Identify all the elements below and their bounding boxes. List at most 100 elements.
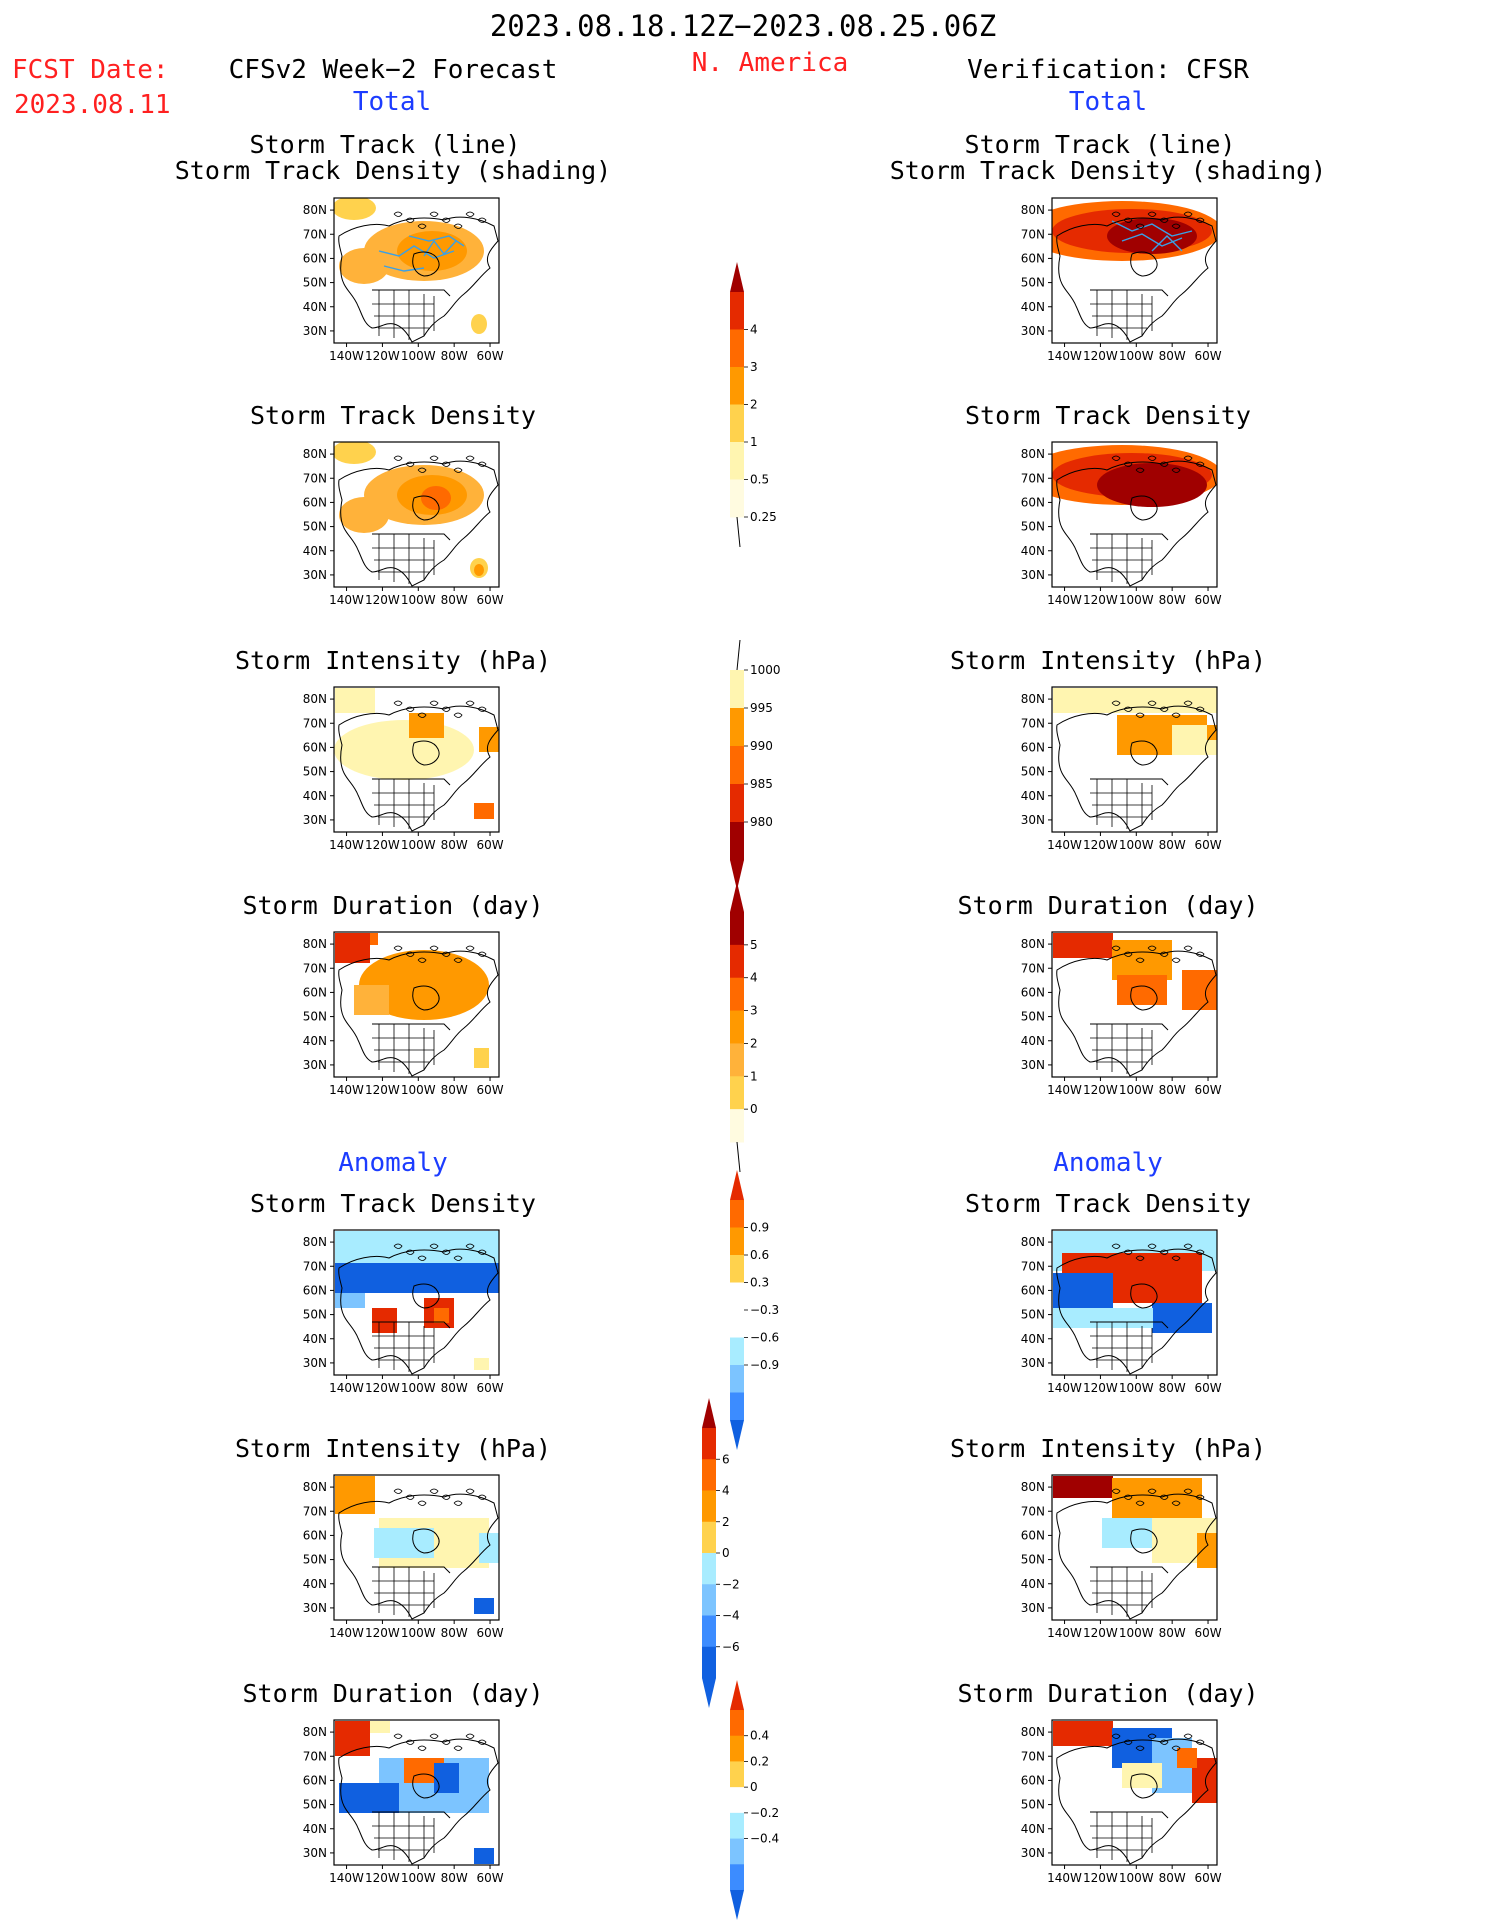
colorbar-label: −0.3 <box>750 1303 779 1317</box>
colorbar-label: 2 <box>750 1036 758 1050</box>
colorbar-label: 985 <box>750 777 773 791</box>
colorbar-duration-anomaly: 0.4 0.2 0 −0.2 −0.4 <box>730 1680 779 1920</box>
colorbar-label: 0.6 <box>750 1248 769 1262</box>
map-frame <box>333 441 500 588</box>
date-range-title: 2023.08.18.12Z−2023.08.25.06Z <box>489 9 997 43</box>
lon-tick-label: 100W <box>401 838 436 852</box>
lat-tick-label: 30N <box>303 324 327 338</box>
lat-tick-label: 70N <box>1021 1504 1045 1518</box>
lat-tick-label: 30N <box>303 1846 327 1860</box>
lat-tick-label: 30N <box>1021 1846 1045 1860</box>
colorbar-tip <box>702 1678 716 1708</box>
lon-tick-label: 100W <box>401 349 436 363</box>
lon-tick-label: 140W <box>329 1381 364 1395</box>
colorbar-segment <box>702 1521 716 1554</box>
shading-cell <box>1117 975 1167 1005</box>
colorbar-segment <box>730 1076 744 1110</box>
lon-tick-label: 140W <box>1047 1626 1082 1640</box>
shading-cell <box>335 1263 499 1293</box>
lon-tick-label: 60W <box>1194 1626 1221 1640</box>
colorbar-label: 995 <box>750 701 773 715</box>
lat-tick-label: 80N <box>1021 937 1045 951</box>
lat-tick-label: 70N <box>1021 1259 1045 1273</box>
shading-cell <box>474 1358 489 1370</box>
lat-tick-label: 40N <box>303 789 327 803</box>
colorbar-segment <box>730 784 744 823</box>
colorbar-segment <box>730 1864 744 1891</box>
lat-tick-label: 60N <box>1021 985 1045 999</box>
lon-tick-label: 100W <box>1119 838 1154 852</box>
lat-tick-label: 80N <box>1021 1235 1045 1249</box>
colorbar-segment <box>730 292 744 330</box>
colorbar-label: 3 <box>750 1004 758 1018</box>
colorbar-segment <box>730 404 744 443</box>
shading-region <box>1107 218 1197 254</box>
lat-tick-label: 50N <box>1021 276 1045 290</box>
lat-tick-label: 50N <box>1021 520 1045 534</box>
right-p6-title: Storm Intensity (hPa) <box>949 1434 1267 1463</box>
shading-cell <box>474 1848 494 1864</box>
colorbar-tip <box>730 1890 744 1920</box>
colorbar-segment <box>730 1392 744 1421</box>
colorbar-segment <box>730 1043 744 1077</box>
shading-cell <box>1102 1518 1152 1548</box>
right-total-label: Total <box>1068 87 1148 117</box>
shading-cell <box>1207 725 1217 740</box>
shading-cell <box>474 1048 489 1068</box>
map-outline <box>338 945 499 1077</box>
colorbar-segment <box>730 442 744 480</box>
lat-tick-label: 40N <box>303 1577 327 1591</box>
lat-tick-label: 50N <box>303 765 327 779</box>
map-outline <box>1056 1488 1217 1620</box>
lat-tick-label: 40N <box>303 1034 327 1048</box>
region-title: N. America <box>691 48 849 78</box>
shading-cell <box>479 727 499 752</box>
colorbar-segment <box>730 912 744 946</box>
lat-tick-label: 80N <box>303 937 327 951</box>
colorbar-label: 1 <box>750 435 758 449</box>
lat-tick-label: 60N <box>1021 495 1045 509</box>
colorbar-segment <box>730 1010 744 1044</box>
lon-tick-label: 120W <box>1083 1871 1118 1885</box>
lon-tick-label: 140W <box>1047 1083 1082 1097</box>
lat-tick-label: 70N <box>1021 716 1045 730</box>
lat-tick-label: 70N <box>1021 227 1045 241</box>
colorbar-label: 980 <box>750 815 773 829</box>
lat-tick-label: 40N <box>1021 1332 1045 1346</box>
lat-tick-label: 40N <box>1021 544 1045 558</box>
colorbar-label: 4 <box>750 323 758 337</box>
lat-tick-label: 60N <box>303 251 327 265</box>
lat-tick-label: 80N <box>303 692 327 706</box>
lon-tick-label: 140W <box>329 838 364 852</box>
lat-tick-label: 50N <box>303 1553 327 1567</box>
right-p2-title: Storm Track Density <box>965 401 1251 430</box>
colorbar-segment <box>730 1710 744 1737</box>
shading-cell <box>335 688 375 713</box>
map-frame <box>1051 441 1218 588</box>
lat-tick-label: 60N <box>1021 1528 1045 1542</box>
shading-layer <box>1053 1476 1217 1568</box>
colorbar-segment <box>730 1761 744 1788</box>
colorbar-label: 5 <box>750 938 758 952</box>
lat-tick-label: 70N <box>1021 961 1045 975</box>
colorbar-segment <box>730 367 744 405</box>
colorbar-label: 1000 <box>750 663 781 677</box>
colorbar-label: 0 <box>750 1102 758 1116</box>
lon-tick-label: 60W <box>476 1083 503 1097</box>
lon-tick-label: 120W <box>365 838 400 852</box>
lon-tick-label: 60W <box>476 1871 503 1885</box>
colorbar-label: −0.6 <box>750 1331 779 1345</box>
lat-tick-label: 50N <box>303 1010 327 1024</box>
colorbar-segment <box>730 708 744 747</box>
lat-tick-label: 50N <box>1021 1010 1045 1024</box>
lon-tick-label: 100W <box>1119 593 1154 607</box>
lat-tick-label: 60N <box>1021 740 1045 754</box>
lon-tick-label: 120W <box>365 349 400 363</box>
lat-tick-label: 40N <box>1021 1034 1045 1048</box>
colorbar-label: 2 <box>722 1515 730 1529</box>
lon-tick-label: 100W <box>1119 1083 1154 1097</box>
